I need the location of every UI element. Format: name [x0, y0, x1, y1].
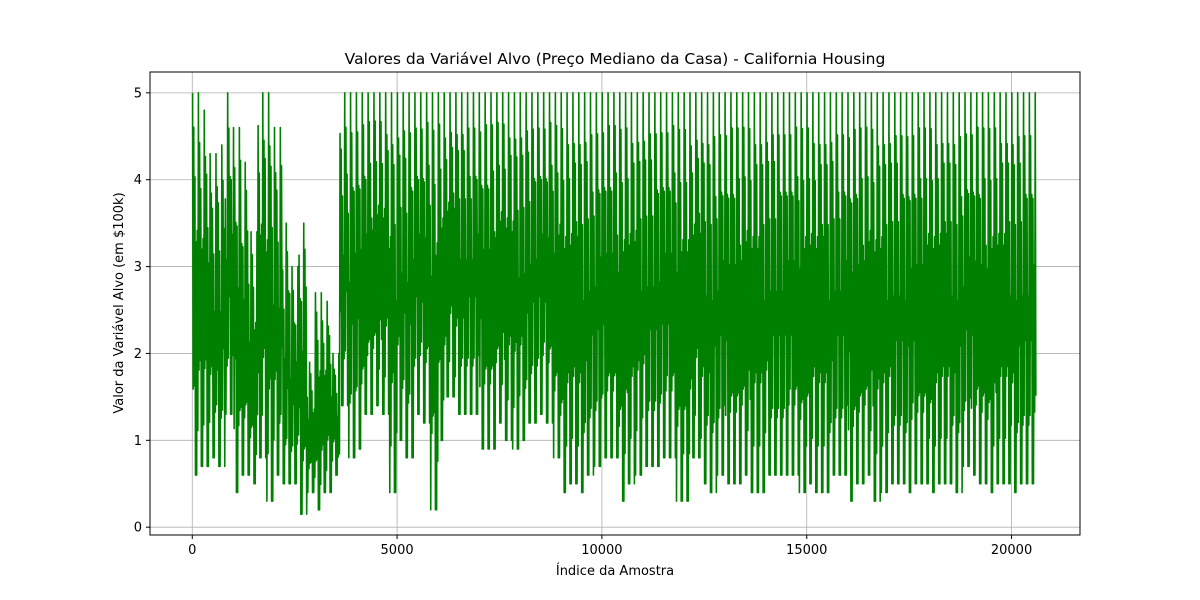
series-layer — [191, 92, 1037, 515]
plot-frame — [149, 71, 1081, 536]
y-tick-label: 4 — [134, 173, 142, 188]
series-line-0 — [191, 92, 1037, 515]
x-axis-label: Índice da Amostra — [556, 563, 674, 579]
x-tick-label: 15000 — [786, 543, 827, 558]
y-tick-label: 1 — [134, 434, 142, 449]
y-tick-label: 2 — [134, 347, 142, 362]
x-tick-label: 5000 — [381, 543, 414, 558]
y-tick-label: 0 — [134, 521, 142, 536]
x-tick-label: 10000 — [581, 543, 622, 558]
y-axis-ticks: 0 1 2 3 4 5 — [134, 86, 150, 536]
x-tick-label: 20000 — [991, 543, 1032, 558]
x-axis-ticks: 0 5000 10000 15000 20000 — [188, 535, 1032, 558]
y-tick-label: 5 — [134, 86, 142, 101]
y-axis-label: Valor da Variável Alvo (em $100k) — [112, 192, 127, 413]
y-tick-label: 3 — [134, 260, 142, 275]
x-tick-label: 0 — [188, 543, 196, 558]
chart-title: Valores da Variável Alvo (Preço Mediano … — [345, 50, 886, 68]
